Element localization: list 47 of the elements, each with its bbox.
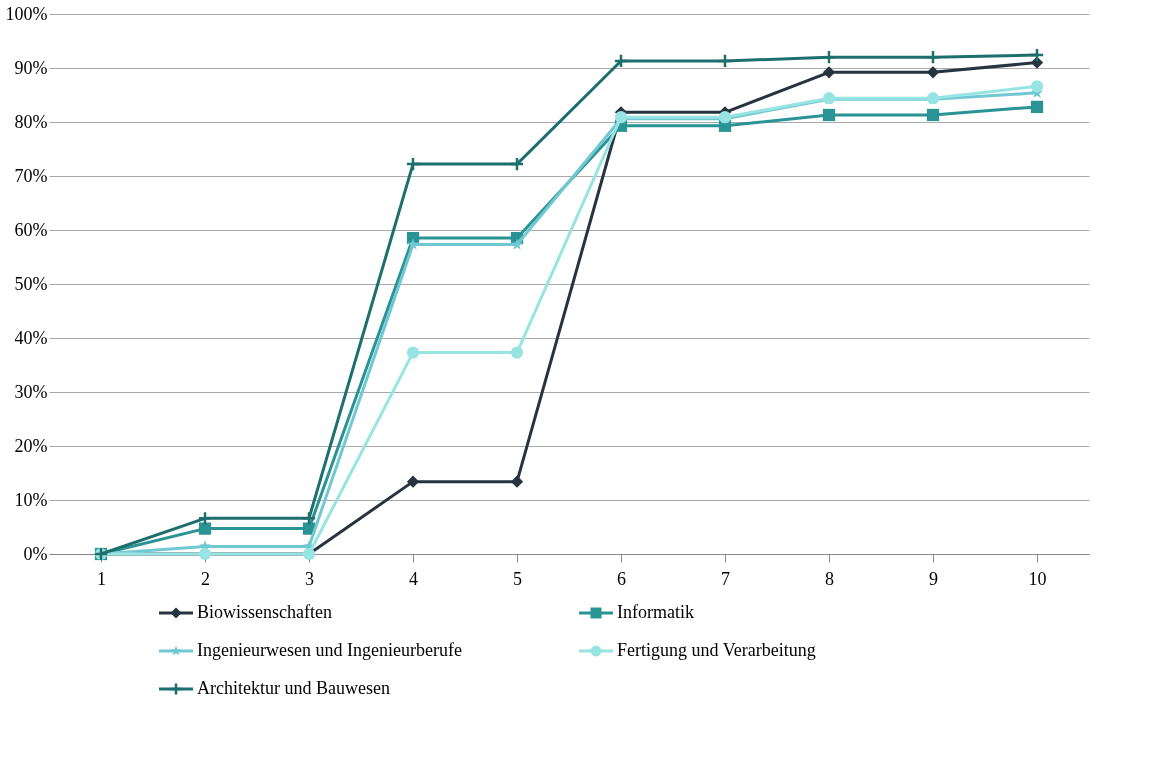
point: [405, 156, 421, 172]
point: [301, 510, 317, 526]
point: [822, 66, 836, 79]
point: [510, 346, 524, 359]
y-tick-label: 80%: [14, 111, 48, 132]
y-tick-label: 20%: [14, 435, 48, 456]
legend-label: Biowissenschaften: [197, 602, 332, 622]
x-tick-label: 3: [305, 568, 314, 589]
x-tick-label: 6: [617, 568, 626, 589]
legend-label: Ingenieurwesen und Ingenieurberufe: [197, 640, 462, 660]
x-tick-label: 4: [409, 568, 418, 589]
y-tick-label: 70%: [14, 165, 48, 186]
point: [406, 346, 420, 359]
point: [717, 53, 733, 69]
x-tick-label: 10: [1028, 568, 1047, 589]
y-tick-label: 60%: [14, 219, 48, 240]
point: [511, 238, 523, 250]
x-tick-label: 7: [721, 568, 730, 589]
point: [1030, 80, 1044, 93]
legend-label: Architektur und Bauwesen: [197, 678, 390, 698]
x-tick-label: 2: [201, 568, 210, 589]
y-tick-label: 30%: [14, 381, 48, 402]
point: [198, 522, 212, 535]
point: [509, 156, 525, 172]
point: [925, 49, 941, 65]
point: [407, 238, 419, 250]
x-tick-label: 5: [513, 568, 522, 589]
point: [510, 475, 524, 488]
y-tick-label: 90%: [14, 57, 48, 78]
y-tick-label: 10%: [14, 489, 48, 510]
point: [1029, 47, 1045, 63]
y-tick-label: 0%: [23, 543, 48, 564]
y-tick-label: 100%: [5, 3, 48, 24]
y-tick-label: 40%: [14, 327, 48, 348]
point: [926, 66, 940, 79]
x-tick-label: 8: [825, 568, 834, 589]
point: [613, 53, 629, 69]
x-tick-label: 9: [929, 568, 938, 589]
point: [197, 510, 213, 526]
point: [406, 475, 420, 488]
point: [926, 108, 940, 122]
y-tick-label: 50%: [14, 273, 48, 294]
legend-label: Informatik: [617, 602, 694, 622]
x-tick-label: 1: [97, 568, 106, 589]
point: [822, 108, 836, 122]
legend-label: Fertigung und Verarbeitung: [617, 640, 816, 660]
point: [1030, 100, 1044, 113]
